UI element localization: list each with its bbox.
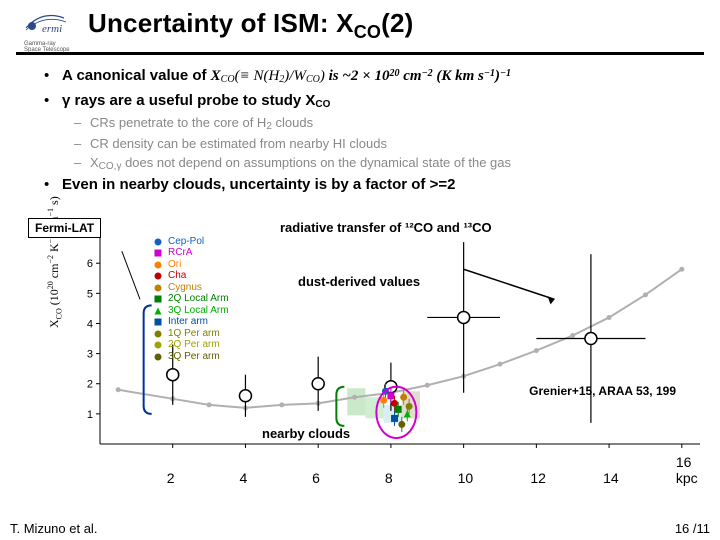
legend-item: 1Q Per arm [150, 328, 229, 340]
radiative-label: radiative transfer of ¹²CO and ¹³CO [280, 220, 492, 235]
bullet-2: • γ rays are a useful probe to study XCO [44, 90, 686, 113]
fermi-logo: ermi Gamma-ray Space Telescope [24, 8, 80, 48]
x-tick-label: 4 [239, 470, 247, 486]
legend-item: 3Q Local Arm [150, 305, 229, 317]
bullet-list: • A canonical value of XCO(≡ N(H2)/WCO) … [0, 55, 720, 202]
legend-item: 3Q Per arm [150, 351, 229, 363]
svg-text:4: 4 [87, 318, 93, 330]
nearby-label: nearby clouds [262, 426, 350, 441]
bullet-2b: –CR density can be estimated from nearby… [44, 135, 686, 154]
x-tick-label: 6 [312, 470, 320, 486]
bullet-3: •Even in nearby clouds, uncertainty is b… [44, 174, 686, 196]
svg-text:5: 5 [87, 288, 93, 300]
legend-item: Cygnus [150, 282, 229, 294]
legend-item: Cep-Pol [150, 236, 229, 248]
chart-legend: Cep-PolRCrAOriChaCygnus2Q Local Arm3Q Lo… [150, 236, 229, 363]
page-number: 16 /11 [675, 521, 710, 536]
bullet-1: • A canonical value of XCO(≡ N(H2)/WCO) … [44, 65, 686, 88]
svg-text:2: 2 [87, 379, 93, 391]
legend-item: 2Q Local Arm [150, 293, 229, 305]
x-tick-label: 14 [603, 470, 619, 486]
author-label: T. Mizuno et al. [10, 521, 97, 536]
y-axis-label: XCO (1020 cm−2 K−1 km−1 s) [46, 196, 63, 328]
x-tick-label: 12 [530, 470, 546, 486]
bullet-2a: – CRs penetrate to the core of H2 clouds [44, 114, 686, 135]
logo-caption: Gamma-ray Space Telescope [24, 41, 80, 53]
legend-item: RCrA [150, 247, 229, 259]
x-tick-label: 16 kpc [676, 454, 700, 486]
dust-label: dust-derived values [298, 274, 420, 289]
legend-item: 2Q Per arm [150, 339, 229, 351]
svg-text:6: 6 [87, 258, 93, 270]
x-tick-label: 8 [385, 470, 393, 486]
svg-text:ermi: ermi [42, 23, 62, 35]
x-tick-label: 2 [167, 470, 175, 486]
citation-label: Grenier+15, ARAA 53, 199 [529, 384, 676, 398]
legend-item: Inter arm [150, 316, 229, 328]
legend-item: Ori [150, 259, 229, 271]
chart-area: Fermi-LAT radiative transfer of ¹²CO and… [20, 208, 700, 488]
svg-text:3: 3 [87, 348, 93, 360]
bullet-2c: – XCO,γ does not depend on assumptions o… [44, 154, 686, 175]
legend-item: Cha [150, 270, 229, 282]
fermi-lat-box: Fermi-LAT [28, 218, 101, 238]
slide-header: ermi Gamma-ray Space Telescope Uncertain… [16, 0, 704, 55]
x-tick-label: 10 [458, 470, 474, 486]
svg-text:1: 1 [87, 409, 93, 421]
slide-title: Uncertainty of ISM: XCO(2) [88, 8, 413, 43]
